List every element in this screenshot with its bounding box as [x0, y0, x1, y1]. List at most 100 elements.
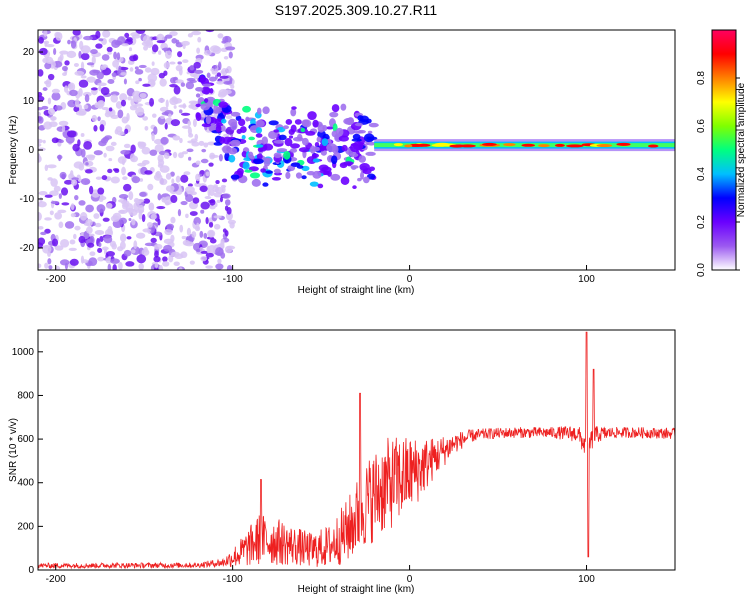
spectrogram-blob: [273, 139, 285, 144]
spectrogram-blob: [146, 221, 153, 228]
spectrogram-band-peak: [616, 142, 631, 146]
spectrogram-blob: [358, 155, 367, 163]
spectrogram-blob: [165, 99, 169, 108]
spectrogram-blob: [107, 168, 113, 174]
colorbar: 0.0 0.2 0.4 0.6 0.8 Normalized spectral ampl…: [696, 29, 747, 277]
spectrogram-blob: [368, 122, 379, 128]
spectrogram-blob: [230, 139, 241, 147]
spectrogram-blob: [107, 225, 113, 235]
spectrogram-blob: [69, 239, 76, 245]
spectrogram-blob: [58, 221, 64, 229]
spectrogram-blob: [221, 89, 232, 95]
spectrogram-blob: [301, 175, 307, 180]
spectrogram-blob: [349, 143, 360, 153]
spectrogram-band-peak: [521, 143, 536, 147]
spectrogram-blob: [191, 30, 202, 36]
colorbar-tick-label: 0.0: [696, 263, 707, 277]
spectrogram-ylabel: Frequency (Hz): [8, 116, 19, 185]
spectrogram-band-peak: [482, 142, 497, 146]
spectrogram-blob: [85, 154, 96, 159]
spectrogram-blob: [48, 108, 56, 116]
spectrogram-blob: [221, 68, 228, 76]
spectrogram-blob: [147, 183, 154, 191]
spectrogram-blob: [91, 55, 96, 65]
spectrogram-blob: [134, 209, 145, 213]
spectrogram-blob: [158, 158, 165, 167]
spectrogram-blob: [103, 152, 107, 158]
spectrogram-blob: [181, 125, 191, 129]
spectrogram-blob: [200, 158, 209, 164]
spectrogram-blob: [147, 73, 158, 83]
spectrogram-blob: [180, 174, 189, 183]
spectrogram-blob: [110, 141, 117, 147]
spectrogram-blob: [253, 158, 264, 165]
spectrogram-blob: [45, 79, 52, 88]
spectrogram-blob: [80, 75, 87, 79]
snr-ytick-label: 200: [17, 521, 34, 532]
snr-ytick-label: 0: [28, 565, 34, 576]
spectrogram-blob: [216, 199, 221, 203]
spectrogram-blob: [332, 145, 339, 154]
spectrogram-blob: [59, 259, 70, 266]
spectrogram-blob: [98, 242, 102, 248]
spectrogram-blob: [67, 39, 71, 45]
spectrogram-blob: [199, 74, 206, 83]
spectrogram-blob: [131, 176, 141, 184]
spectrogram-blob: [169, 31, 178, 37]
spectrogram-blob: [224, 199, 231, 206]
spectrogram-blob: [80, 255, 85, 264]
spectrogram-blob: [217, 61, 222, 71]
spectrogram-blob: [212, 46, 222, 54]
spectrogram-blob: [131, 218, 136, 226]
spectrogram-blob: [121, 166, 126, 176]
spectrogram-blob: [74, 70, 85, 76]
spectrogram-blob: [38, 36, 44, 44]
spectrogram-blob: [284, 137, 293, 147]
spectrogram-blob: [297, 133, 303, 141]
spectrogram-blob: [103, 235, 113, 244]
spectrogram-blob: [191, 231, 197, 238]
spectrogram-blob: [288, 128, 295, 136]
spectrogram-blob: [219, 75, 229, 79]
spectrogram-blob: [108, 157, 113, 162]
spectrogram-band-peak: [431, 143, 448, 147]
spectrogram-blob: [201, 86, 211, 95]
spectrogram-blob: [153, 267, 159, 270]
spectrogram-blob: [128, 47, 133, 52]
spectrogram-blob: [150, 67, 160, 76]
spectrogram-blob: [64, 221, 75, 229]
spectrogram-blob: [54, 245, 64, 251]
spectrogram-blob: [199, 185, 208, 193]
spectrogram-xtick-label: -200: [46, 274, 66, 285]
spectrogram-heatmap: [38, 30, 675, 270]
spectrogram-blob: [182, 239, 190, 246]
spectrogram-band-peak: [596, 144, 613, 148]
spectrogram-blob: [158, 264, 164, 270]
spectrogram-blob: [200, 103, 210, 111]
spectrogram-blob: [191, 141, 200, 147]
spectrogram-blob: [335, 127, 344, 137]
spectrogram-blob: [212, 105, 220, 114]
spectrogram-blob: [290, 108, 297, 117]
spectrogram-blob: [154, 144, 164, 153]
spectrogram-band-peak: [647, 144, 659, 148]
spectrogram-blob: [84, 169, 93, 174]
spectrogram-blob: [58, 139, 64, 144]
spectrogram-blob: [169, 83, 178, 88]
spectrogram-blob: [98, 100, 105, 108]
spectrogram-band-peak: [449, 144, 465, 148]
snr-frame: [37, 329, 676, 571]
spectrogram-blob: [105, 145, 115, 152]
spectrogram-blob: [325, 126, 335, 130]
spectrogram-ytick-label: -20: [20, 243, 35, 254]
spectrogram-blob: [242, 161, 250, 170]
spectrogram-blob: [114, 168, 120, 173]
spectrogram-blob: [256, 153, 263, 160]
spectrogram-blob: [107, 263, 112, 270]
spectrogram-blob: [58, 193, 62, 199]
spectrogram-blob: [209, 123, 217, 131]
spectrogram-blob: [222, 228, 227, 233]
spectrogram-blob: [66, 50, 77, 59]
spectrogram-blob: [209, 154, 219, 159]
spectrogram-blob: [95, 43, 103, 49]
